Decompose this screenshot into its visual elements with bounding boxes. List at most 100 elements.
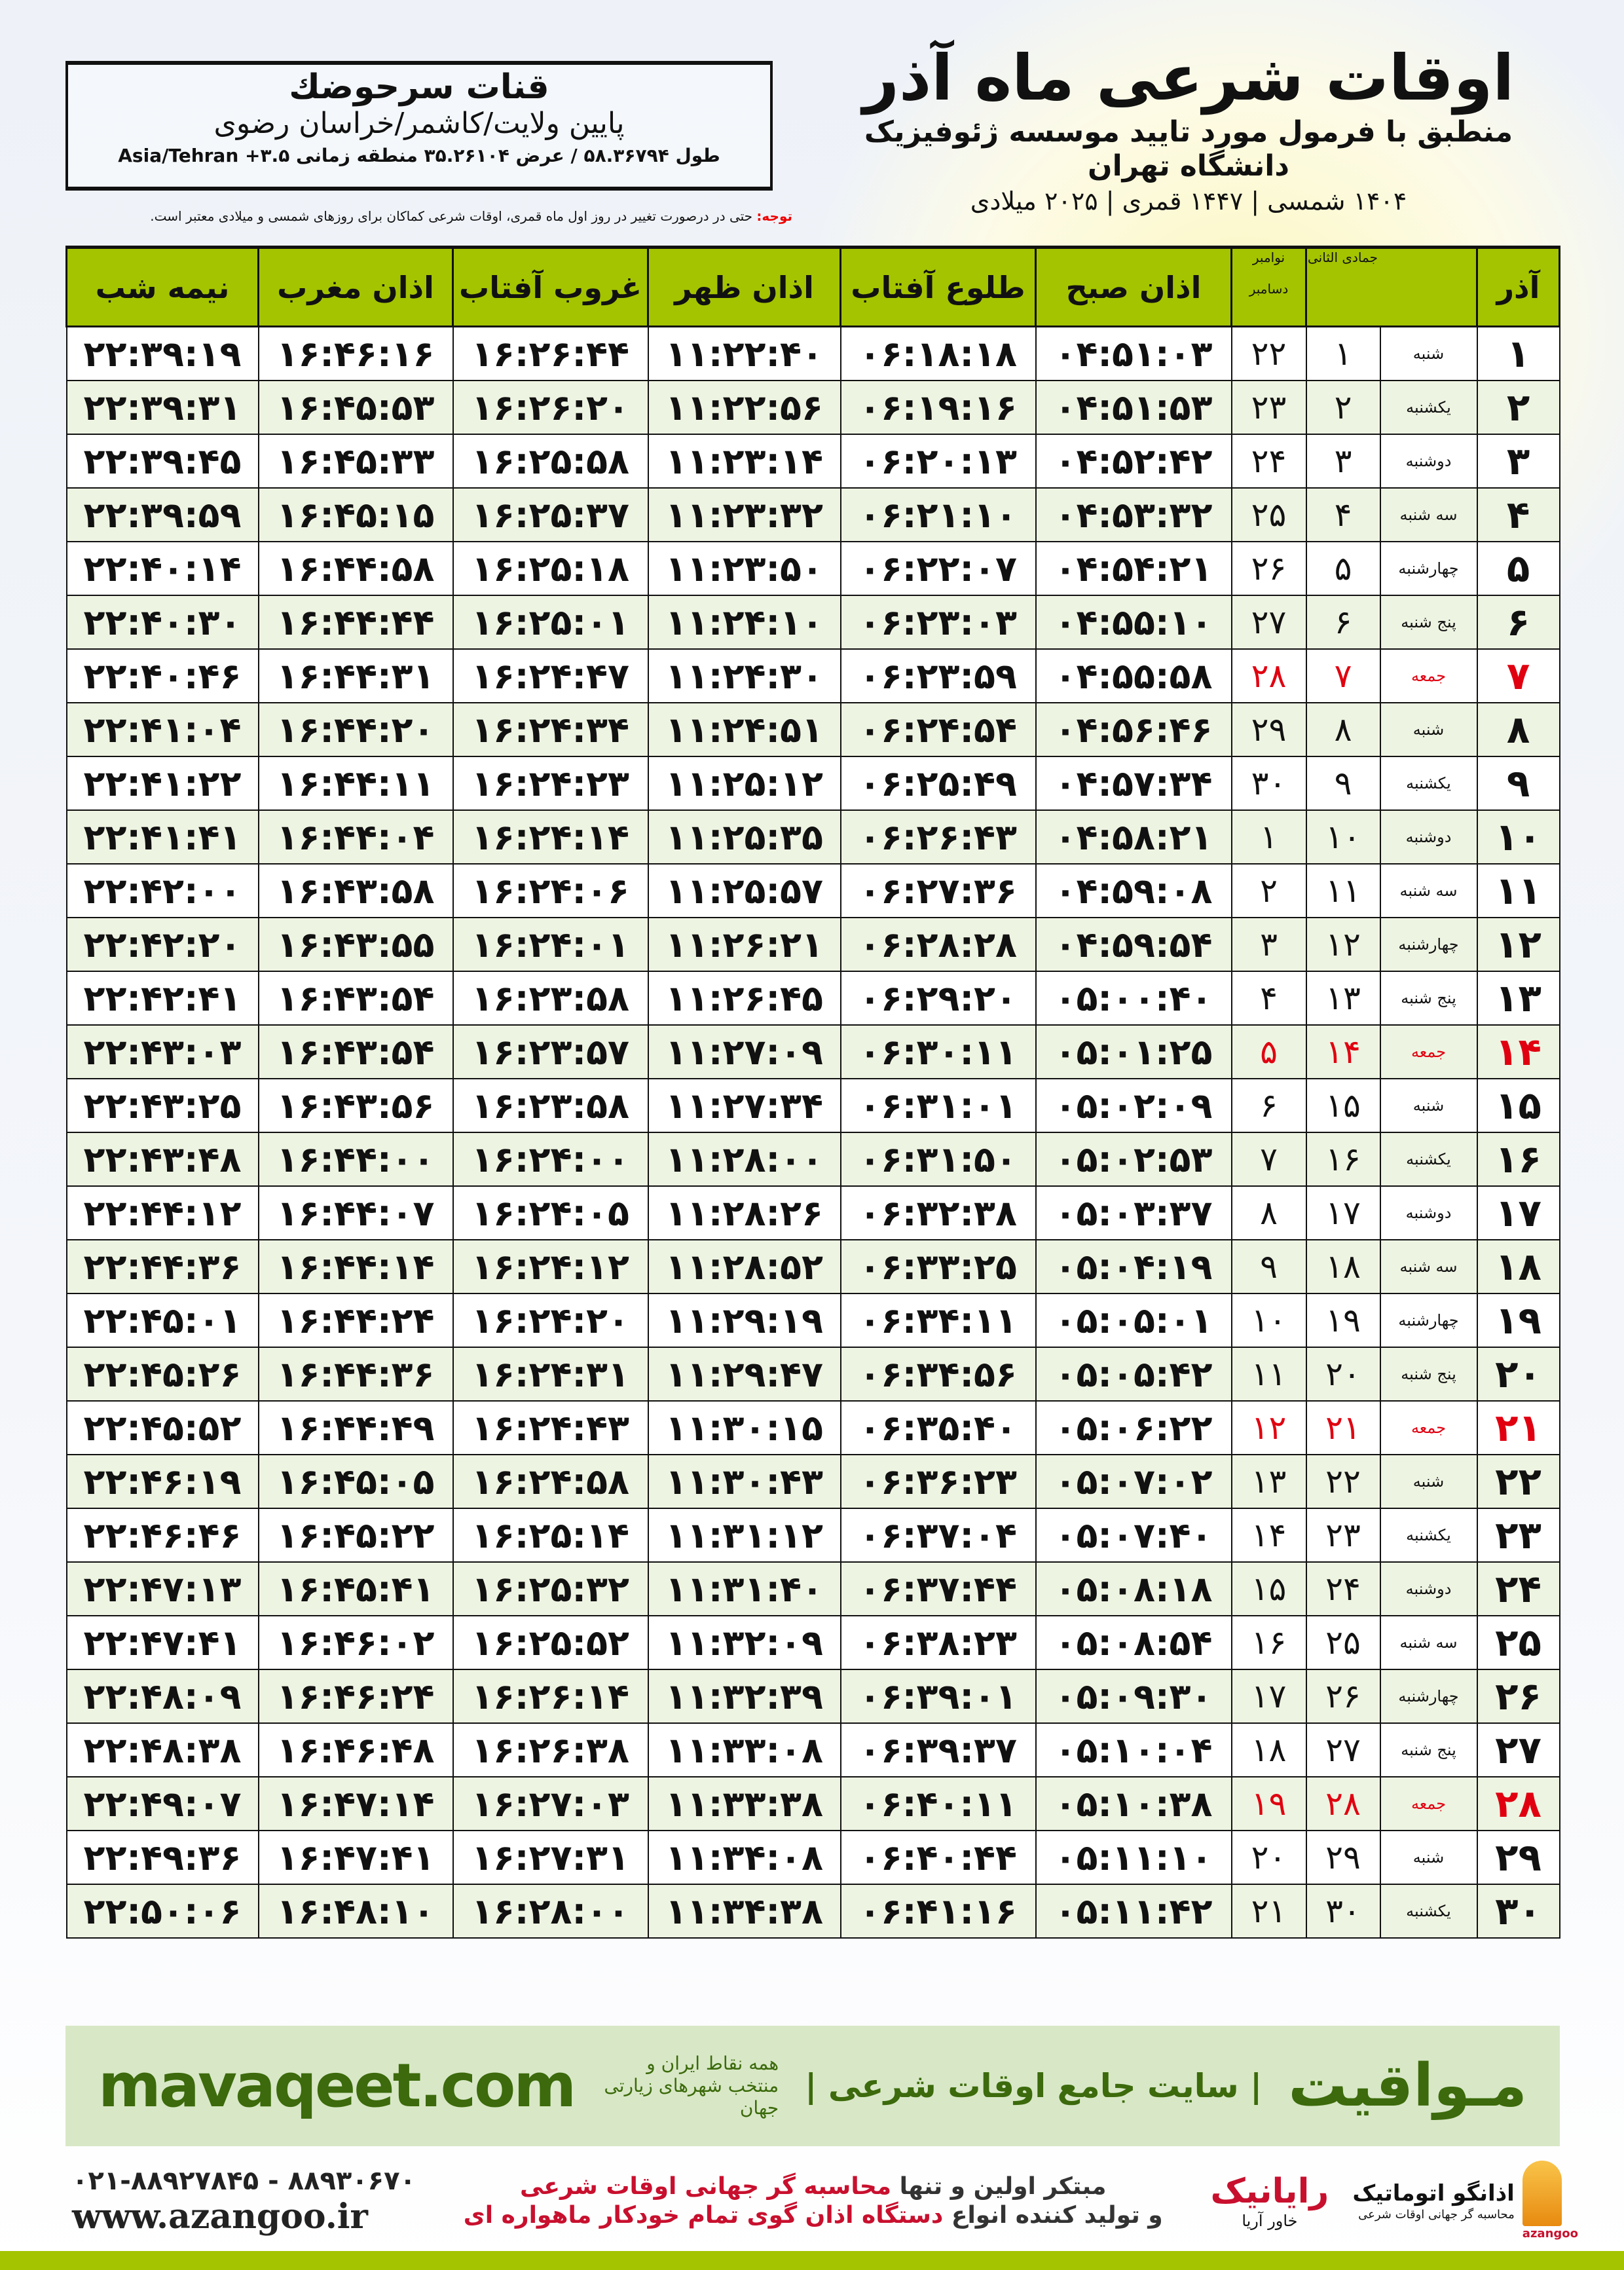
dhuhr-time: ۱۱:۲۴:۳۰ — [647, 648, 841, 703]
fajr-time: ۰۴:۵۴:۲۱ — [1035, 541, 1232, 596]
jumada-day: ۳ — [1305, 434, 1381, 489]
sunset-time: ۱۶:۲۷:۰۳ — [452, 1776, 649, 1831]
weekday: یکشنبه — [1379, 756, 1478, 811]
rayanik-logo: رایانیک خاور آریا — [1211, 2172, 1329, 2231]
gregorian-day: ۱ — [1230, 809, 1307, 865]
maghrib-time: ۱۶:۴۷:۴۱ — [257, 1830, 454, 1885]
fajr-time: ۰۵:۰۶:۲۲ — [1035, 1400, 1232, 1455]
maghrib-time: ۱۶:۴۴:۰۴ — [257, 809, 454, 865]
jumada-day: ۱۱ — [1305, 863, 1381, 918]
jumada-day: ۲۸ — [1305, 1776, 1381, 1831]
azar-day: ۲۶ — [1476, 1669, 1560, 1724]
table-row: ۶ پنج شنبه ۶ ۲۷ ۰۴:۵۵:۱۰ ۰۶:۲۳:۰۳ ۱۱:۲۴:۱۰ ۱۶:۲… — [65, 595, 1560, 650]
gregorian-day: ۲۰ — [1230, 1830, 1307, 1885]
gregorian-day: ۱۰ — [1230, 1293, 1307, 1348]
gregorian-day: ۲۶ — [1230, 541, 1307, 596]
midnight-time: ۲۲:۴۲:۰۰ — [65, 863, 259, 918]
sunrise-time: ۰۶:۲۳:۰۳ — [840, 595, 1037, 650]
col-jumada: جمادی الثانی — [1304, 246, 1479, 327]
col-nov-label: نوامبر — [1252, 250, 1285, 265]
weekday: جمعه — [1379, 1776, 1478, 1831]
sunrise-time: ۰۶:۳۹:۰۱ — [840, 1669, 1037, 1724]
jumada-day: ۲۲ — [1305, 1454, 1381, 1509]
fajr-time: ۰۵:۰۱:۲۵ — [1035, 1024, 1232, 1079]
dhuhr-time: ۱۱:۲۳:۳۲ — [647, 487, 841, 542]
azangoo-website[interactable]: www.azangoo.ir — [72, 2197, 368, 2237]
dhuhr-time: ۱۱:۲۹:۴۷ — [647, 1347, 841, 1402]
weekday: جمعه — [1379, 1400, 1478, 1455]
sunset-time: ۱۶:۲۴:۰۵ — [452, 1185, 649, 1240]
sunrise-time: ۰۶:۱۹:۱۶ — [840, 380, 1037, 435]
weekday: سه شنبه — [1379, 487, 1478, 542]
dhuhr-time: ۱۱:۲۳:۵۰ — [647, 541, 841, 596]
weekday: چهارشنبه — [1379, 541, 1478, 596]
gregorian-day: ۲۸ — [1230, 648, 1307, 703]
sunrise-time: ۰۶:۲۹:۲۰ — [840, 971, 1037, 1026]
fajr-time: ۰۵:۰۸:۱۸ — [1035, 1561, 1232, 1616]
col-azar: آذر — [1476, 246, 1561, 327]
gregorian-day: ۱۲ — [1230, 1400, 1307, 1455]
maghrib-time: ۱۶:۴۶:۲۴ — [257, 1669, 454, 1724]
azar-day: ۲۹ — [1476, 1830, 1560, 1885]
gregorian-day: ۲۳ — [1230, 380, 1307, 435]
sunset-time: ۱۶:۲۶:۳۸ — [452, 1722, 649, 1777]
maghrib-time: ۱۶:۴۳:۵۴ — [257, 971, 454, 1026]
dhuhr-time: ۱۱:۳۴:۰۸ — [647, 1830, 841, 1885]
mavaqeet-url[interactable]: mavaqeet.com — [98, 2051, 576, 2121]
sunset-time: ۱۶:۲۵:۵۲ — [452, 1615, 649, 1670]
col-sunrise: طلوع آفتاب — [840, 246, 1037, 327]
weekday: پنج شنبه — [1379, 971, 1478, 1026]
azar-day: ۹ — [1476, 756, 1560, 811]
fajr-time: ۰۴:۵۳:۳۲ — [1035, 487, 1232, 542]
azangoo-en: azangoo — [1522, 2227, 1578, 2241]
maghrib-time: ۱۶:۴۳:۵۶ — [257, 1078, 454, 1133]
banner-tagline: | سایت جامع اوقات شرعی | — [805, 2067, 1263, 2105]
sunrise-time: ۰۶:۳۹:۳۷ — [840, 1722, 1037, 1777]
title-block: اوقات شرعی ماه آذر منطبق با فرمول مورد ت… — [805, 41, 1572, 216]
azar-day: ۶ — [1476, 595, 1560, 650]
azar-day: ۱۴ — [1476, 1024, 1560, 1079]
fajr-time: ۰۴:۵۱:۰۳ — [1035, 326, 1232, 381]
fajr-time: ۰۵:۰۴:۱۹ — [1035, 1239, 1232, 1294]
dhuhr-time: ۱۱:۲۷:۳۴ — [647, 1078, 841, 1133]
gregorian-day: ۱۳ — [1230, 1454, 1307, 1509]
sunset-time: ۱۶:۲۴:۰۱ — [452, 917, 649, 972]
weekday: شنبه — [1379, 1830, 1478, 1885]
maghrib-time: ۱۶:۴۶:۴۸ — [257, 1722, 454, 1777]
mavaqeet-banner: mavaqeet.com همه نقاط ایران و منتخب شهره… — [65, 2026, 1560, 2146]
jumada-day: ۲۹ — [1305, 1830, 1381, 1885]
jumada-day: ۲۵ — [1305, 1615, 1381, 1670]
jumada-day: ۴ — [1305, 487, 1381, 542]
maghrib-time: ۱۶:۴۴:۱۱ — [257, 756, 454, 811]
jumada-day: ۶ — [1305, 595, 1381, 650]
gregorian-day: ۲ — [1230, 863, 1307, 918]
maghrib-time: ۱۶:۴۴:۰۷ — [257, 1185, 454, 1240]
table-row: ۱۷ دوشنبه ۱۷ ۸ ۰۵:۰۳:۳۷ ۰۶:۳۲:۳۸ ۱۱:۲۸:۲۶ ۱۶:۲۴… — [65, 1185, 1560, 1240]
fajr-time: ۰۴:۵۵:۵۸ — [1035, 648, 1232, 703]
azangoo-sub: محاسبه گر جهانی اوقات شرعی — [1358, 2208, 1515, 2222]
sunrise-time: ۰۶:۳۴:۵۶ — [840, 1347, 1037, 1402]
maghrib-time: ۱۶:۴۴:۱۴ — [257, 1239, 454, 1294]
footer: ۰۲۱-۸۸۹۲۷۸۴۵ - ۸۸۹۳۰۶۷۰ www.azangoo.ir م… — [72, 2155, 1578, 2248]
table-row: ۲۸ جمعه ۲۸ ۱۹ ۰۵:۱۰:۳۸ ۰۶:۴۰:۱۱ ۱۱:۳۳:۳۸ ۱۶:۲۷:… — [65, 1776, 1560, 1831]
col-fajr: اذان صبح — [1035, 246, 1232, 327]
sunrise-time: ۰۶:۲۰:۱۳ — [840, 434, 1037, 489]
dhuhr-time: ۱۱:۲۴:۵۱ — [647, 702, 841, 757]
sunrise-time: ۰۶:۳۶:۲۳ — [840, 1454, 1037, 1509]
fajr-time: ۰۴:۵۹:۵۴ — [1035, 917, 1232, 972]
sunset-time: ۱۶:۲۳:۵۸ — [452, 1078, 649, 1133]
midnight-time: ۲۲:۴۰:۴۶ — [65, 648, 259, 703]
sunrise-time: ۰۶:۳۲:۳۸ — [840, 1185, 1037, 1240]
phone-numbers: ۰۲۱-۸۸۹۲۷۸۴۵ - ۸۸۹۳۰۶۷۰ — [72, 2166, 416, 2196]
midnight-time: ۲۲:۳۹:۵۹ — [65, 487, 259, 542]
table-row: ۲۹ شنبه ۲۹ ۲۰ ۰۵:۱۱:۱۰ ۰۶:۴۰:۴۴ ۱۱:۳۴:۰۸ ۱۶:۲۷:… — [65, 1830, 1560, 1885]
gregorian-day: ۸ — [1230, 1185, 1307, 1240]
col-midnight: نیمه شب — [65, 246, 259, 327]
dhuhr-time: ۱۱:۳۱:۴۰ — [647, 1561, 841, 1616]
midnight-time: ۲۲:۴۷:۴۱ — [65, 1615, 259, 1670]
sunset-time: ۱۶:۲۳:۵۷ — [452, 1024, 649, 1079]
gregorian-day: ۳۰ — [1230, 756, 1307, 811]
promo-line1-a: مبتکر اولین و تنها — [891, 2173, 1107, 2200]
fajr-time: ۰۵:۰۰:۴۰ — [1035, 971, 1232, 1026]
azar-day: ۱۵ — [1476, 1078, 1560, 1133]
